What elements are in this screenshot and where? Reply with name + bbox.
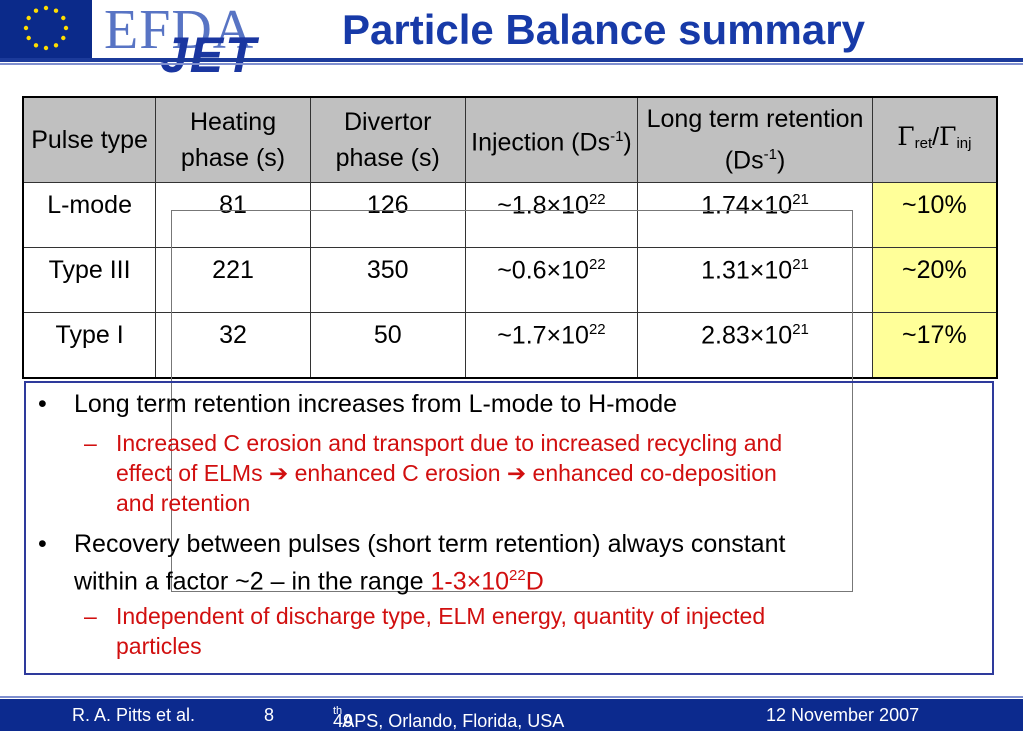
col-header-injection: Injection (Ds-1)	[464, 96, 639, 183]
cell-injection: ~1.7×1022	[464, 312, 639, 379]
cell-pulse-type: L-mode	[22, 182, 157, 248]
bullet-marker: •	[38, 530, 47, 558]
eu-flag-icon	[0, 0, 92, 60]
bullet-text: Long term retention increases from L-mod…	[74, 390, 678, 418]
col-header-heating: Heating phase (s)	[155, 96, 311, 183]
summary-bullets-box: • Long term retention increases from L-m…	[24, 381, 994, 675]
cell-injection: ~1.8×1022	[464, 182, 639, 248]
sub-bullet-text: Independent of discharge type, ELM energ…	[116, 603, 766, 659]
cell-ratio: ~10%	[871, 182, 998, 248]
dash-marker: –	[84, 430, 97, 456]
footer-date: 12 November 2007	[766, 705, 920, 725]
sub-bullet-item: – Increased C erosion and transport due …	[84, 428, 782, 518]
cell-heating: 81	[155, 182, 311, 248]
page-title: Particle Balance summary	[342, 6, 865, 53]
header-rule	[0, 58, 1023, 62]
cell-heating: 32	[155, 312, 311, 379]
cell-heating: 221	[155, 247, 311, 313]
col-header-pulse-type: Pulse type	[22, 96, 157, 183]
bullet-item: • Recovery between pulses (short term re…	[38, 529, 785, 597]
bullet-item: • Long term retention increases from L-m…	[38, 389, 677, 420]
col-header-ratio: Γret/Γinj	[871, 96, 998, 183]
col-header-divertor: Divertor phase (s)	[309, 96, 466, 183]
cell-retention: 1.31×1021	[637, 247, 873, 313]
table-row: L-mode 81 126 ~1.8×1022 1.74×1021 ~10%	[22, 182, 998, 248]
table-header-row: Pulse type Heating phase (s) Divertor ph…	[22, 96, 998, 183]
table-row: Type III 221 350 ~0.6×1022 1.31×1021 ~20…	[22, 247, 998, 313]
cell-retention: 2.83×1021	[637, 312, 873, 379]
footer-author: R. A. Pitts et al.	[72, 705, 196, 725]
cell-divertor: 350	[309, 247, 466, 313]
cell-pulse-type: Type I	[22, 312, 157, 379]
particle-balance-table: Pulse type Heating phase (s) Divertor ph…	[22, 96, 998, 379]
cell-retention: 1.74×1021	[637, 182, 873, 248]
slide-header: EFDA JET Particle Balance summary	[0, 0, 1023, 83]
cell-divertor: 50	[309, 312, 466, 379]
footer-rule	[0, 696, 1023, 698]
cell-ratio: ~20%	[871, 247, 998, 313]
col-header-retention: Long term retention (Ds-1)	[637, 96, 873, 183]
efda-logo: EFDA	[104, 0, 255, 61]
cell-injection: ~0.6×1022	[464, 247, 639, 313]
jet-logo: JET	[160, 27, 258, 83]
cell-ratio: ~17%	[871, 312, 998, 379]
bullet-text: Recovery between pulses (short term rete…	[74, 530, 786, 596]
bullet-marker: •	[38, 390, 47, 418]
table-row: Type I 32 50 ~1.7×1022 2.83×1021 ~17%	[22, 312, 998, 379]
footer-page-number: 8	[264, 705, 275, 725]
sub-bullet-item: – Independent of discharge type, ELM ene…	[84, 601, 765, 661]
header-rule-thin	[0, 63, 1023, 65]
cell-pulse-type: Type III	[22, 247, 157, 313]
cell-divertor: 126	[309, 182, 466, 248]
sub-bullet-text: Increased C erosion and transport due to…	[116, 430, 783, 516]
dash-marker: –	[84, 603, 97, 629]
